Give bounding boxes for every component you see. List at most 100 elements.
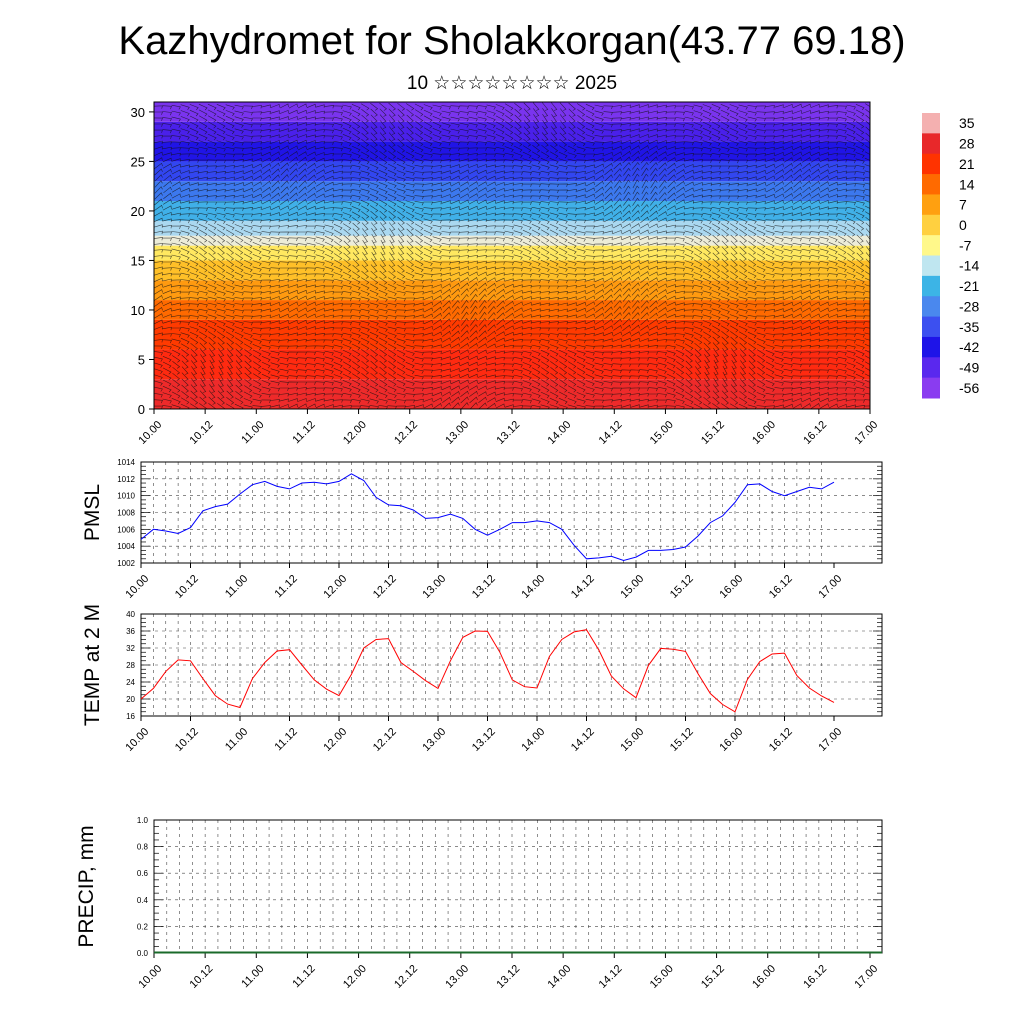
x-tick-label: 13.12 [470, 573, 498, 601]
colorbar-label: 35 [959, 115, 975, 131]
series-line [140, 473, 835, 562]
x-tick-label: 16.00 [750, 963, 778, 991]
colorbar-label: -42 [959, 339, 979, 355]
grid [141, 462, 882, 563]
y-tick-label: 1008 [117, 509, 135, 518]
x-tick-label: 13.00 [443, 419, 471, 447]
colorbar-label: -21 [959, 278, 979, 294]
colorbar-box [922, 113, 940, 134]
colorbar-box [922, 255, 940, 277]
y-tick-label: 0.2 [137, 922, 149, 931]
temperature-colorbar: 35 28 21 14 7 0 -7 -14 -21 -28 -35 -42 -49 -56 [922, 113, 979, 399]
panel-frame [153, 819, 883, 954]
y-tick-label: 1010 [117, 492, 135, 501]
y-tick-label: 5 [138, 352, 145, 367]
x-tick-label: 15.00 [618, 573, 646, 601]
x-tick-label: 17.00 [816, 726, 844, 754]
x-tick-label: 14.12 [569, 573, 597, 601]
y-tick-label: 10 [131, 303, 145, 318]
y-axis-title: PRECIP, mm [75, 825, 98, 947]
x-tick-label: 13.12 [494, 419, 522, 447]
y-tick-label: 1004 [117, 542, 135, 551]
cross-section-panel: 0 5 10 15 20 25 30 10.00 10.12 11.00 11.12 12.00 12.… [131, 101, 880, 447]
y-tick-label: 1014 [117, 458, 135, 467]
x-tick-label: 16.00 [750, 419, 778, 447]
x-tick-label: 11.00 [239, 963, 266, 990]
y-tick-label: 32 [126, 644, 135, 653]
x-tick-label: 14.12 [597, 419, 625, 447]
y-tick-label: 30 [131, 105, 145, 120]
temperature-band [154, 379, 870, 409]
x-tick-label: 16.12 [801, 419, 829, 447]
colorbar-box [922, 235, 940, 256]
x-tick-label: 17.00 [852, 963, 880, 991]
x-tick-label: 12.00 [321, 726, 349, 754]
temp2m-panel: 16 20 24 28 32 36 40 10.00 10.12 11.00 11.12 12.00 1… [81, 604, 883, 754]
x-tick-label: 12.12 [392, 963, 420, 991]
colorbar-box [922, 377, 940, 399]
y-tick-label: 1006 [117, 525, 135, 534]
x-tick-label: 13.00 [443, 963, 471, 991]
colorbar-box [922, 316, 940, 338]
colorbar-box [922, 194, 940, 216]
colorbar-label: -7 [959, 237, 972, 253]
y-tick-label: 36 [126, 627, 135, 636]
colorbar-box [922, 153, 940, 175]
colorbar-box [922, 174, 940, 195]
colorbar-label: -56 [959, 380, 979, 396]
chart-title: Kazhydromet for Sholakkorgan(43.77 69.18… [118, 19, 906, 63]
wind-barbs [154, 102, 870, 409]
x-tick-label: 12.00 [341, 419, 369, 447]
colorbar-label: 0 [959, 217, 967, 233]
x-tick-label: 13.12 [470, 726, 498, 754]
x-tick-label: 15.12 [699, 419, 727, 447]
colorbar-label: -49 [959, 359, 979, 375]
x-tick-label: 10.12 [173, 573, 201, 601]
y-tick-label: 20 [131, 204, 145, 219]
y-tick-label: 0.6 [137, 869, 149, 878]
x-tick-label: 16.00 [717, 573, 745, 601]
x-tick-label: 16.12 [767, 573, 795, 601]
x-tick-label: 11.00 [223, 573, 250, 600]
x-tick-label: 15.00 [648, 963, 676, 991]
x-tick-label: 14.12 [597, 963, 625, 991]
x-tick-label: 16.12 [801, 963, 829, 991]
temperature-band [154, 319, 870, 350]
temperature-band [154, 201, 870, 221]
x-tick-label: 17.00 [852, 419, 880, 447]
x-tick-label: 10.12 [173, 726, 201, 754]
x-tick-label: 16.00 [717, 726, 745, 754]
y-tick-label: 1002 [117, 559, 135, 568]
colorbar-label: -35 [959, 319, 979, 335]
x-tick-label: 13.00 [420, 573, 448, 601]
x-tick-label: 14.00 [519, 573, 547, 601]
colorbar-label: -14 [959, 258, 979, 274]
x-tick-label: 12.12 [371, 573, 399, 601]
x-tick-label: 13.00 [420, 726, 448, 754]
x-tick-label: 10.00 [136, 963, 164, 991]
y-tick-label: 0.0 [137, 949, 149, 958]
x-tick-label: 11.00 [239, 419, 266, 446]
colorbar-label: 7 [959, 197, 967, 213]
colorbar-label: 21 [959, 156, 975, 172]
x-tick-label: 10.12 [188, 419, 216, 447]
y-tick-label: 1.0 [137, 816, 149, 825]
colorbar-label: -28 [959, 298, 979, 314]
x-tick-label: 11.12 [272, 573, 299, 600]
x-tick-label: 12.12 [371, 726, 399, 754]
colorbar-label: 14 [959, 176, 975, 192]
x-tick-label: 14.00 [546, 419, 574, 447]
grid [141, 614, 882, 716]
y-tick-label: 24 [126, 678, 135, 687]
y-axis-title: PMSL [81, 484, 104, 541]
colorbar-box [922, 214, 940, 236]
y-tick-label: 0.8 [137, 843, 149, 852]
y-tick-label: 0.4 [137, 896, 149, 905]
chart-subtitle: 10 ☆☆☆☆☆☆☆☆ 2025 [406, 73, 618, 94]
x-tick-label: 15.12 [699, 963, 727, 991]
colorbar-box [922, 275, 940, 297]
x-tick-label: 15.12 [668, 726, 696, 754]
y-tick-label: 15 [131, 253, 145, 268]
colorbar-box [922, 296, 940, 318]
